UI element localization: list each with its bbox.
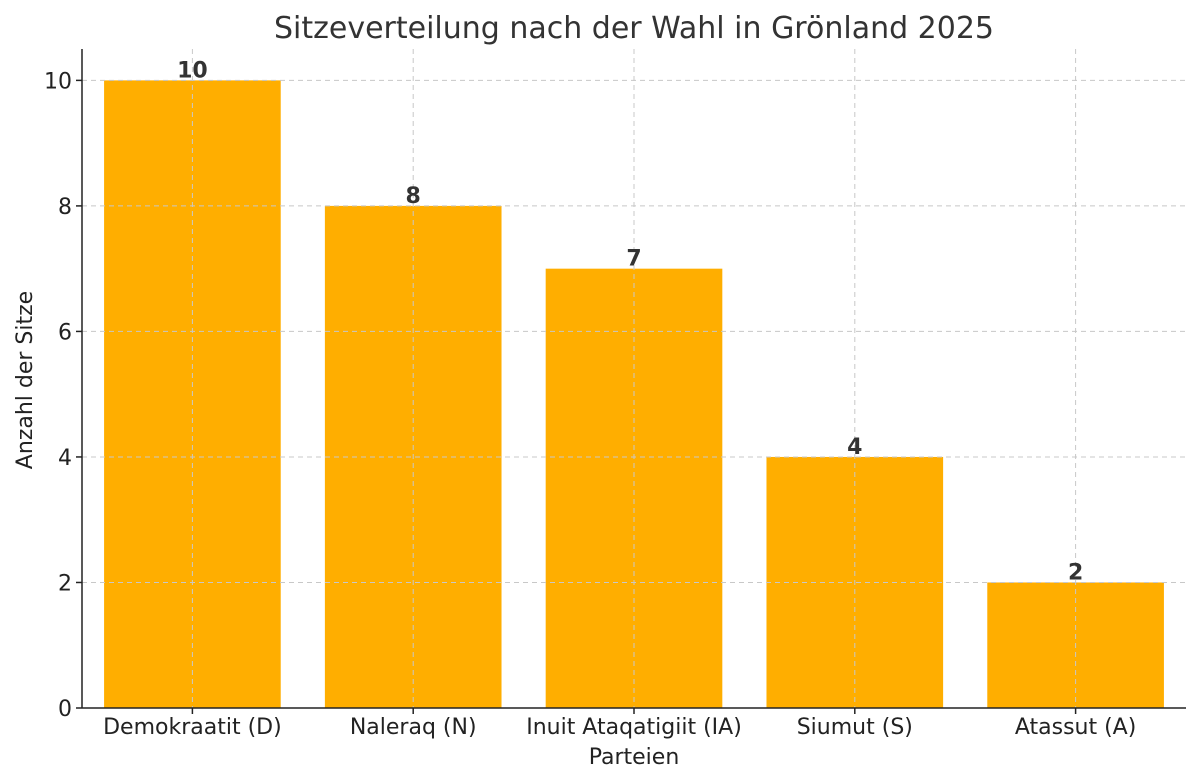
x-tick-label-2: Naleraq (N) [350,715,477,740]
x-tick-label-3: Inuit Ataqatigiit (IA) [526,715,742,740]
y-tick-label-4: 8 [58,195,72,220]
y-tick-label-5: 10 [44,69,72,94]
y-axis-ticks: 0 2 4 6 8 10 [44,69,82,722]
x-axis-ticks: Demokraatit (D) Naleraq (N) Inuit Ataqatig… [103,708,1136,740]
grid [82,49,1186,708]
value-label-4: 4 [847,435,862,460]
chart-title: Sitzeverteilung nach der Wahl in Grönlan… [274,11,994,46]
x-tick-label-4: Siumut (S) [797,715,913,740]
y-tick-label-1: 2 [58,571,72,596]
value-labels: 10 8 7 4 2 [177,58,1083,585]
value-label-1: 10 [177,58,208,83]
y-axis-label: Anzahl der Sitze [13,291,38,469]
y-tick-label-0: 0 [58,697,72,722]
x-tick-label-1: Demokraatit (D) [103,715,282,740]
x-tick-label-5: Atassut (A) [1015,715,1136,740]
y-tick-label-3: 6 [58,320,72,345]
y-tick-label-2: 4 [58,446,72,471]
value-label-3: 7 [626,247,641,272]
bar-3 [545,268,723,708]
value-label-2: 8 [406,184,421,209]
value-label-5: 2 [1068,560,1083,585]
x-axis-label: Parteien [589,745,680,770]
